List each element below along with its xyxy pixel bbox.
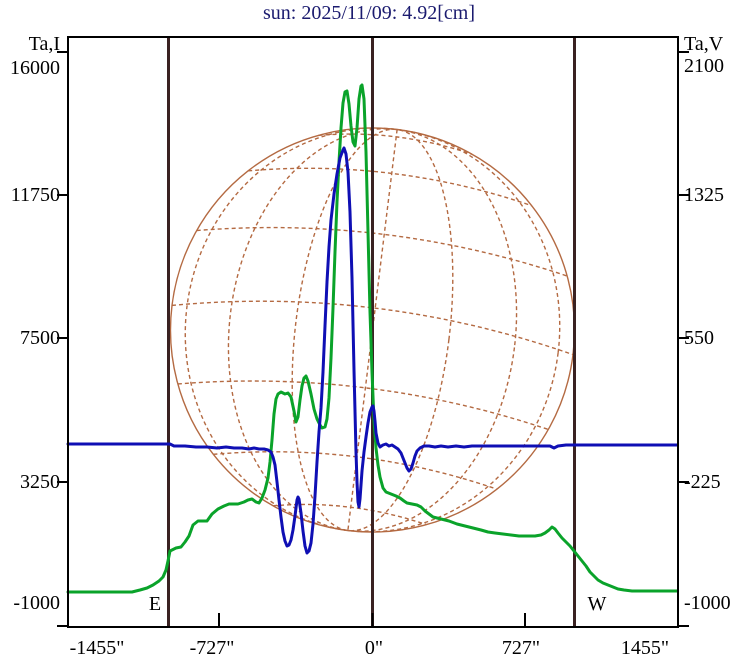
plot-box <box>67 36 679 628</box>
left-tick-label: 7500 <box>20 327 60 349</box>
bottom-tick-label: 0" <box>364 637 384 659</box>
right-tick-label: 2100 <box>684 55 724 77</box>
ta-i-curve <box>66 83 679 594</box>
bottom-tick-label: 727" <box>501 637 541 659</box>
east-limb-label: E <box>148 593 162 615</box>
right-tick-label: 1325 <box>684 184 724 206</box>
left-tick-label: 11750 <box>10 184 60 206</box>
meridian <box>184 127 561 533</box>
ta-v-curve <box>66 146 679 555</box>
parallel <box>248 167 532 207</box>
right-tick-label: -225 <box>684 471 721 493</box>
bottom-axis-ticks <box>218 613 526 626</box>
left-tick-label: 3250 <box>20 471 60 493</box>
parallel <box>177 380 549 431</box>
left-tick-label: 16000 <box>10 57 60 79</box>
right-axis-name: Ta,V <box>684 33 724 55</box>
left-tick-label: -1000 <box>13 592 60 614</box>
parallel <box>272 503 427 526</box>
left-axis-name: Ta,I <box>28 33 60 55</box>
meridian <box>227 128 518 532</box>
right-tick-label: -1000 <box>684 592 731 614</box>
left-axis-ticks <box>57 51 67 627</box>
marker-lines <box>167 37 576 627</box>
meridian <box>291 128 454 532</box>
parallel-equator <box>171 300 574 356</box>
right-tick-label: 550 <box>684 327 714 349</box>
parallel <box>318 133 473 155</box>
right-axis-ticks <box>679 51 689 627</box>
bottom-tick-label: -1455" <box>69 637 125 659</box>
bottom-tick-label: 1455" <box>620 637 670 659</box>
west-limb-label: W <box>587 593 607 615</box>
bottom-tick-label: -727" <box>189 637 235 659</box>
chart-title: sun: 2025/11/09: 4.92[cm] <box>262 2 476 24</box>
plot-frame <box>57 36 689 628</box>
parallel <box>196 226 568 277</box>
